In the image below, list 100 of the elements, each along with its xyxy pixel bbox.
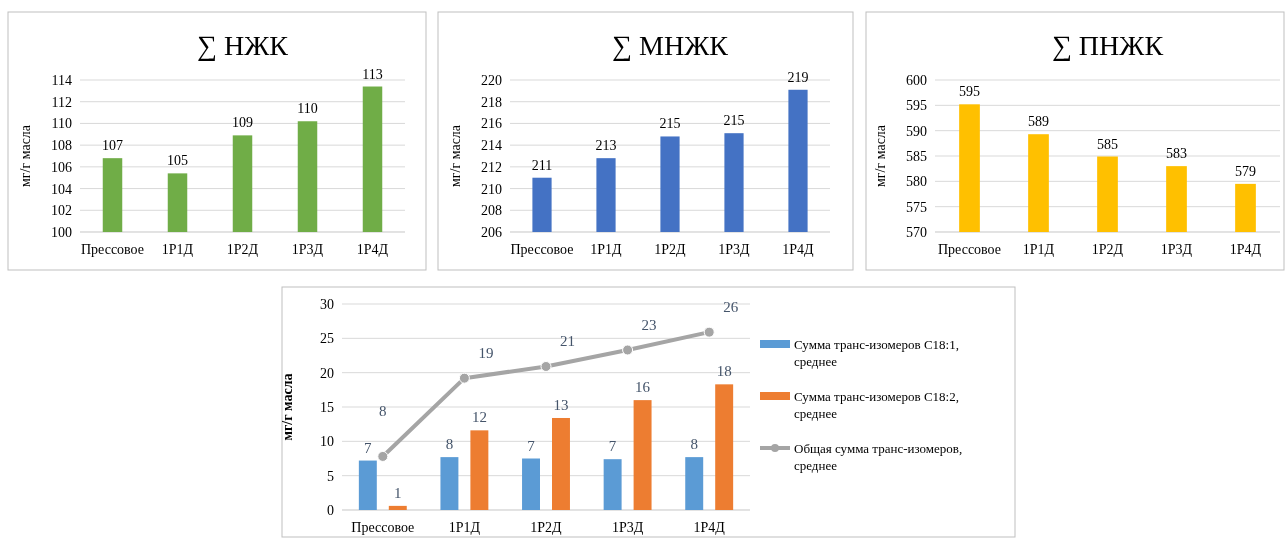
x-tick-label: Прессовое: [81, 242, 144, 257]
y-tick-label: 5: [327, 468, 334, 484]
y-tick-label: 108: [51, 138, 72, 154]
data-label: 215: [723, 113, 745, 129]
chart-title: ∑ ПНЖК: [1051, 30, 1164, 61]
data-label: 219: [787, 69, 809, 85]
chart-title: ∑ НЖК: [197, 30, 289, 61]
y-tick-label: 580: [906, 174, 927, 190]
y-tick-label: 15: [320, 400, 334, 415]
data-label: 7: [527, 437, 536, 454]
data-label: 8: [445, 436, 454, 453]
bar: [470, 430, 489, 510]
data-label: 26: [723, 299, 739, 316]
x-tick-label: 1Р4Д: [693, 520, 726, 535]
bar: [685, 457, 704, 510]
legend-label: Сумма транс-изомеров С18:1, среднее: [794, 337, 959, 369]
y-tick-label: 104: [51, 181, 72, 197]
y-axis-title: мг/г масла: [280, 373, 295, 441]
x-tick-label: 1Р1Д: [448, 520, 481, 535]
data-label: 211: [531, 157, 553, 173]
data-label: 579: [1235, 163, 1256, 179]
data-label: 113: [362, 66, 383, 82]
data-label: 7: [608, 438, 617, 455]
x-tick-label: 1Р2Д: [226, 242, 259, 257]
bar: [633, 400, 652, 510]
x-tick-label: 1Р2Д: [1091, 242, 1124, 257]
x-tick-label: 1Р1Д: [161, 242, 194, 257]
point: [703, 326, 715, 338]
x-tick-label: Прессовое: [938, 242, 1001, 257]
point: [377, 450, 389, 462]
x-tick-label: 1Р3Д: [611, 520, 644, 535]
y-tick-label: 100: [51, 225, 72, 240]
y-tick-label: 208: [481, 203, 502, 219]
bar: [388, 505, 407, 510]
y-tick-label: 218: [481, 94, 502, 110]
data-label: 215: [659, 116, 681, 132]
x-tick-label: 1Р3Д: [718, 242, 751, 257]
data-label: 8: [690, 436, 698, 453]
data-label: 109: [232, 115, 253, 131]
y-tick-label: 590: [906, 123, 927, 139]
data-label: 595: [959, 84, 980, 100]
y-tick-label: 25: [320, 331, 334, 347]
bar: [603, 459, 622, 510]
data-label: 12: [471, 409, 487, 426]
data-label: 589: [1028, 114, 1049, 130]
data-label: 23: [641, 317, 657, 334]
data-label: 7: [364, 439, 373, 456]
y-tick-label: 600: [906, 73, 927, 88]
point: [458, 372, 470, 384]
x-tick-label: 1Р1Д: [590, 242, 623, 257]
y-tick-label: 595: [906, 98, 927, 114]
data-label: 105: [167, 153, 188, 169]
data-label: 21: [560, 333, 575, 350]
bar: [552, 417, 570, 510]
bar: [358, 460, 377, 510]
y-axis-title: мг/г масла: [873, 124, 888, 188]
data-label: 213: [595, 138, 617, 154]
y-axis-title: мг/г масла: [448, 124, 463, 188]
data-label: 19: [478, 345, 494, 362]
legend-label: Сумма транс-изомеров С18:2, среднее: [794, 389, 959, 421]
y-tick-label: 216: [481, 116, 502, 132]
y-tick-label: 20: [320, 365, 334, 381]
x-tick-label: 1Р4Д: [356, 242, 389, 257]
y-tick-label: 575: [906, 199, 927, 215]
point: [540, 360, 552, 372]
data-label: 110: [297, 101, 318, 117]
y-tick-label: 106: [51, 159, 72, 175]
x-tick-label: Прессовое: [351, 520, 415, 535]
y-tick-label: 102: [51, 203, 72, 219]
y-tick-label: 114: [51, 73, 72, 88]
x-tick-label: 1Р1Д: [1022, 242, 1055, 257]
chart-title: ∑ МНЖК: [612, 30, 729, 61]
y-tick-label: 206: [481, 225, 502, 240]
data-label: 1: [394, 484, 402, 501]
x-tick-label: 1Р2Д: [530, 520, 563, 535]
y-tick-label: 570: [906, 225, 927, 240]
bar: [715, 384, 734, 510]
y-tick-label: 30: [320, 297, 334, 312]
y-tick-label: 210: [481, 181, 502, 197]
x-tick-label: 1Р3Д: [1160, 242, 1193, 257]
data-label: 583: [1166, 146, 1187, 162]
x-tick-label: 1Р4Д: [1229, 242, 1262, 257]
legend-label: Общая сумма транс-изомеров, среднее: [794, 441, 963, 473]
y-tick-label: 112: [51, 94, 72, 110]
data-label: 8: [379, 403, 387, 420]
data-label: 107: [102, 138, 123, 154]
y-tick-label: 10: [320, 434, 334, 450]
data-label: 13: [553, 396, 569, 413]
y-tick-label: 585: [906, 149, 927, 164]
x-tick-label: 1Р2Д: [654, 242, 687, 257]
data-label: 585: [1097, 136, 1118, 152]
bar: [522, 458, 540, 510]
data-label: 18: [716, 363, 732, 380]
data-label: 16: [635, 379, 651, 396]
x-tick-label: 1Р3Д: [291, 242, 324, 257]
y-tick-label: 0: [327, 503, 334, 518]
y-axis-title: мг/г масла: [18, 124, 33, 188]
x-tick-label: Прессовое: [510, 242, 574, 257]
y-tick-label: 214: [481, 138, 502, 154]
x-tick-label: 1Р4Д: [782, 242, 815, 257]
